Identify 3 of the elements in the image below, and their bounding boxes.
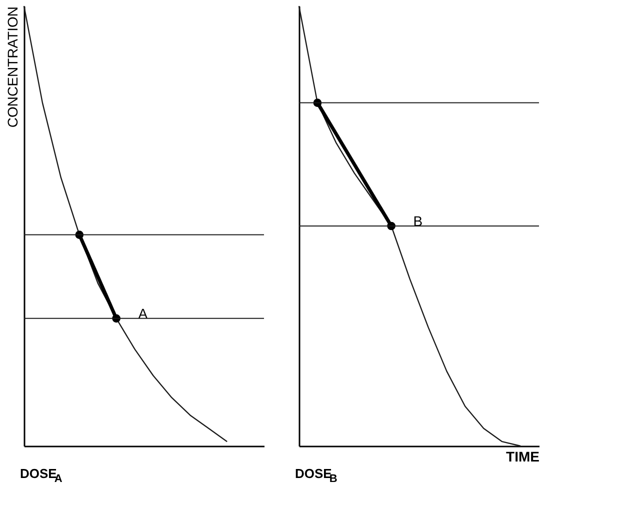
x-axis-title: TIME xyxy=(506,448,540,464)
y-axis-title: CONCENTRATION xyxy=(4,6,20,128)
series-label: A xyxy=(138,305,148,322)
